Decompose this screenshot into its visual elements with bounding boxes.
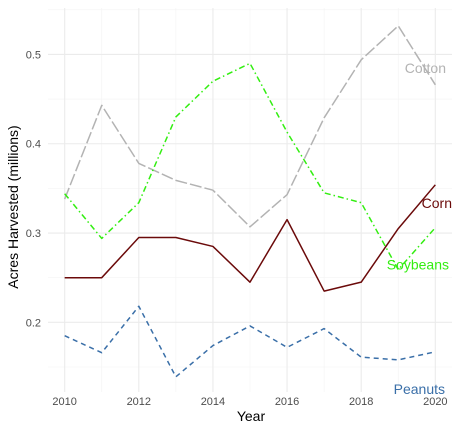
x-tick-label: 2010	[52, 396, 76, 408]
x-tick-label: 2012	[127, 396, 151, 408]
series-line-soybeans	[64, 62, 436, 271]
y-tick-labels: 0.2 0.3 0.4 0.5	[26, 49, 41, 329]
x-tick-label: 2018	[349, 396, 373, 408]
x-axis-title: Year	[237, 408, 266, 424]
minor-gridlines	[48, 8, 452, 392]
y-tick-label: 0.5	[26, 49, 41, 61]
series-label-soybeans: Soybeans	[387, 257, 449, 273]
y-axis-title: Acres Harvested (millions)	[5, 125, 21, 288]
series-line-corn	[64, 184, 436, 292]
series-label-peanuts: Peanuts	[394, 381, 445, 397]
y-tick-label: 0.3	[26, 228, 41, 240]
series-labels: Cotton Soybeans Corn Peanuts	[387, 60, 452, 397]
series-line-cotton	[63, 25, 436, 228]
y-tick-label: 0.4	[26, 139, 41, 151]
series-lines	[63, 25, 436, 378]
major-gridlines	[48, 8, 452, 392]
x-tick-label: 2016	[275, 396, 299, 408]
x-tick-labels: 2010 2012 2014 2016 2018 2020	[52, 396, 447, 408]
x-tick-label: 2020	[423, 396, 447, 408]
y-tick-label: 0.2	[26, 317, 41, 329]
series-label-cotton: Cotton	[405, 60, 446, 76]
series-line-peanuts	[64, 305, 436, 378]
series-label-corn: Corn	[422, 195, 452, 211]
x-tick-label: 2014	[201, 396, 225, 408]
